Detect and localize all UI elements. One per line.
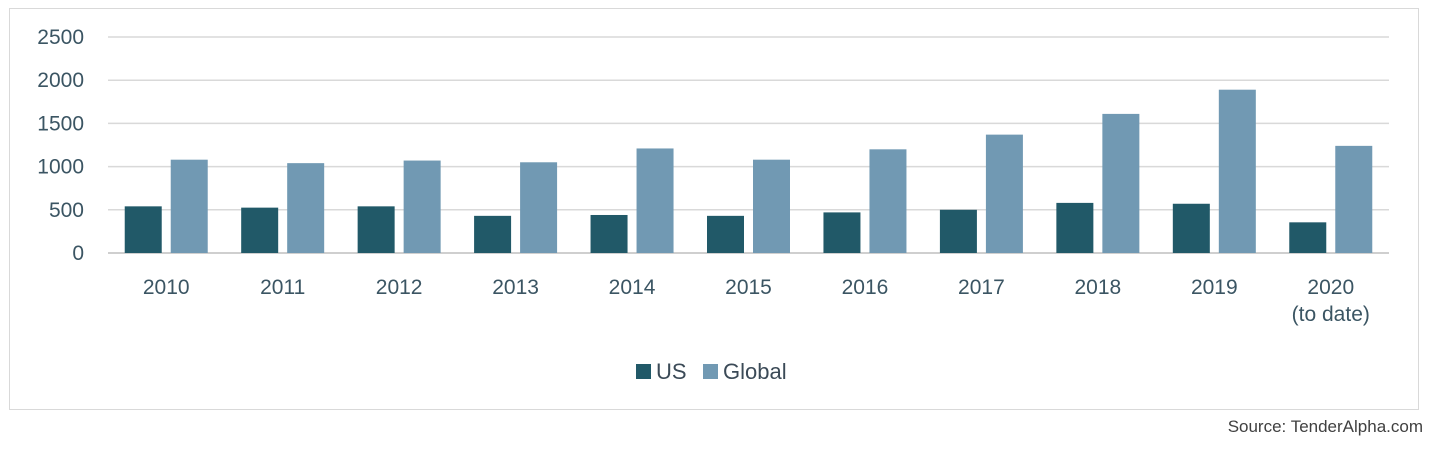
y-tick-label: 1500	[37, 112, 84, 135]
bar-us-6	[823, 212, 861, 253]
bar-global-0	[170, 159, 208, 253]
bar-global-2	[403, 160, 441, 253]
bar-us-9	[1172, 203, 1210, 253]
y-tick-label: 1000	[37, 156, 84, 179]
bar-global-1	[287, 163, 325, 253]
y-tick-label: 2500	[37, 26, 84, 49]
x-tick-label: 2015	[725, 276, 772, 299]
legend-label: Global	[723, 359, 787, 384]
bar-global-4	[636, 148, 674, 253]
bar-us-5	[707, 215, 744, 253]
x-tick-label: 2018	[1075, 276, 1122, 299]
bar-global-6	[869, 149, 907, 253]
bar-us-4	[590, 214, 628, 253]
legend-item-us: US	[636, 359, 687, 384]
x-tick-label: 2010	[143, 276, 190, 299]
bar-us-8	[1056, 202, 1094, 253]
bar-us-0	[124, 206, 162, 253]
legend-swatch	[636, 364, 651, 379]
bar-global-8	[1102, 113, 1140, 253]
x-tick-label: 2017	[958, 276, 1005, 299]
bar-global-5	[753, 159, 790, 253]
bar-us-10	[1289, 222, 1327, 253]
bar-us-2	[357, 206, 395, 253]
x-tick-label: 2020 (to date)	[1292, 276, 1370, 326]
x-tick-label: 2013	[492, 276, 539, 299]
legend-item-global: Global	[703, 359, 787, 384]
bar-global-7	[985, 134, 1023, 253]
x-tick-label: 2011	[260, 276, 305, 299]
y-tick-label: 2000	[37, 69, 84, 92]
source-note: Source: TenderAlpha.com	[1227, 417, 1423, 436]
bar-global-10	[1335, 145, 1373, 253]
bar-us-7	[939, 209, 977, 253]
bar-global-9	[1218, 89, 1256, 253]
bar-us-1	[241, 207, 279, 253]
legend-swatch	[703, 364, 718, 379]
x-tick-label: 2012	[376, 276, 423, 299]
y-tick-label: 0	[72, 242, 84, 265]
x-tick-label: 2019	[1191, 276, 1238, 299]
y-tick-label: 500	[49, 199, 84, 222]
bar-global-3	[520, 162, 558, 253]
bar-us-3	[474, 215, 512, 253]
x-tick-label: 2014	[609, 276, 656, 299]
legend-label: US	[656, 359, 687, 384]
x-tick-label: 2016	[842, 276, 889, 299]
